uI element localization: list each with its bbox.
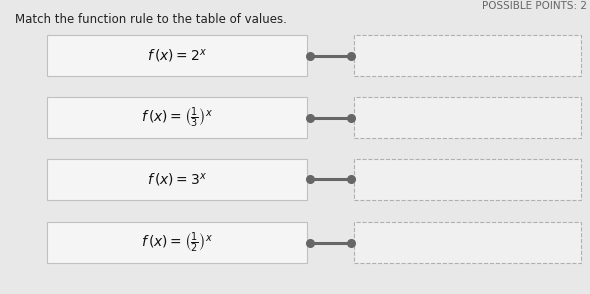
Text: Match the function rule to the table of values.: Match the function rule to the table of …	[15, 13, 287, 26]
Bar	[354, 35, 581, 76]
Text: $f\,(x) = 2^x$: $f\,(x) = 2^x$	[147, 47, 207, 64]
Bar	[354, 159, 581, 200]
Text: $f\,(x) = \left(\frac{1}{2}\right)^x$: $f\,(x) = \left(\frac{1}{2}\right)^x$	[141, 230, 213, 255]
Bar	[47, 222, 307, 263]
Bar	[47, 35, 307, 76]
Bar	[354, 222, 581, 263]
Text: $f\,(x) = \left(\frac{1}{3}\right)^x$: $f\,(x) = \left(\frac{1}{3}\right)^x$	[141, 106, 213, 130]
Text: $f\,(x) = 3^x$: $f\,(x) = 3^x$	[147, 171, 207, 188]
Bar	[354, 97, 581, 138]
Bar	[47, 97, 307, 138]
Text: POSSIBLE POINTS: 2: POSSIBLE POINTS: 2	[482, 1, 587, 11]
Bar	[47, 159, 307, 200]
